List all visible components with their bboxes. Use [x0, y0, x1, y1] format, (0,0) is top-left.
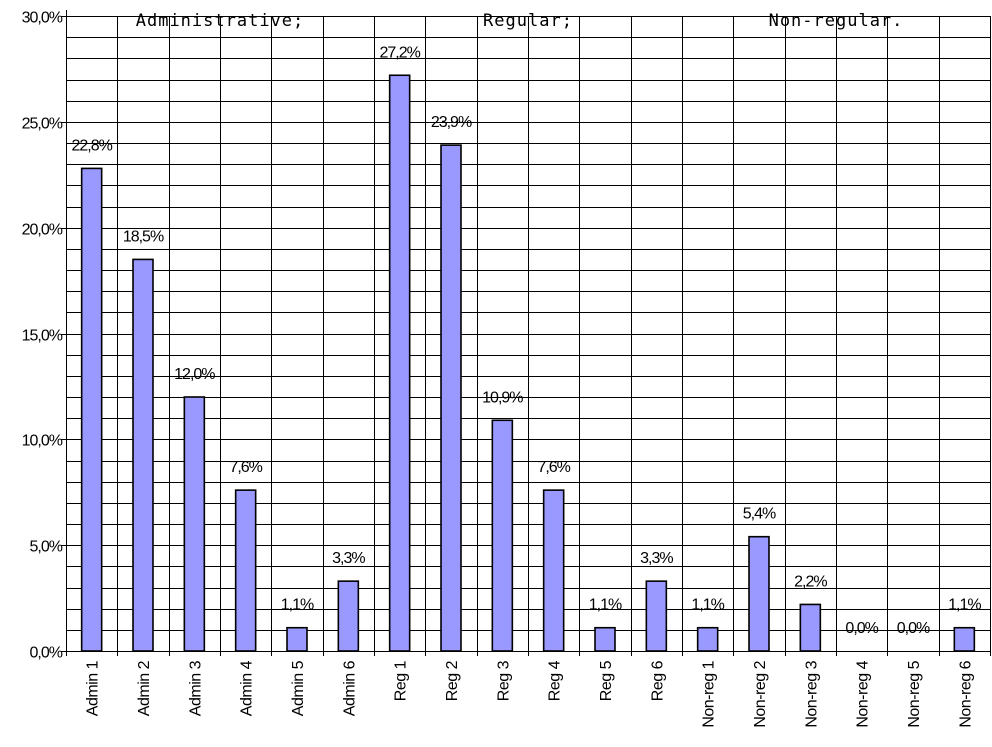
data-label: 2,2% — [794, 573, 827, 590]
x-tick-label: Non-reg 5 — [906, 660, 923, 727]
bar — [440, 144, 462, 652]
group-label: Regular; — [483, 11, 573, 31]
data-label: 3,3% — [332, 550, 365, 567]
bar — [799, 603, 822, 652]
group-label: Non-regular. — [769, 11, 904, 31]
data-label: 0,0% — [845, 620, 878, 637]
y-tick-label: 0,0% — [30, 645, 63, 662]
x-tick-label: Admin 2 — [136, 660, 153, 716]
bars — [80, 74, 976, 652]
data-label: 27,2% — [379, 44, 420, 61]
bar — [748, 535, 770, 652]
x-tick-label: Reg 2 — [444, 660, 461, 701]
x-tick-label: Admin 3 — [187, 660, 204, 716]
axes — [61, 10, 991, 656]
x-tick-label: Reg 5 — [598, 660, 615, 701]
labels: 22,8% 18,5% 12,0% 7,6% 1,1% 3,3% 27,2% 23,9% 10,… — [22, 10, 983, 728]
data-label: 12,0% — [174, 366, 215, 383]
data-label: 18,5% — [123, 228, 164, 245]
x-tick-label: Reg 4 — [547, 660, 564, 701]
bar — [542, 489, 565, 652]
data-label: 1,1% — [691, 597, 724, 614]
bar — [594, 626, 616, 652]
bar — [696, 626, 719, 652]
group-label: Administrative; — [136, 11, 305, 31]
y-tick-label: 10,0% — [22, 433, 63, 450]
x-tick-label: Non-reg 6 — [957, 660, 974, 727]
x-tick-label: Admin 4 — [239, 660, 256, 716]
bar — [183, 396, 206, 652]
data-label: 0,0% — [897, 620, 930, 637]
x-tick-label: Non-reg 1 — [701, 660, 718, 727]
bar — [645, 580, 668, 652]
x-tick-label: Admin 1 — [85, 660, 102, 716]
y-tick-label: 25,0% — [22, 116, 63, 133]
y-tick-label: 20,0% — [22, 222, 63, 239]
x-tick-label: Non-reg 4 — [855, 660, 872, 727]
x-tick-label: Non-reg 2 — [752, 660, 769, 727]
bar — [234, 489, 257, 652]
y-tick-label: 15,0% — [22, 328, 63, 345]
data-label: 1,1% — [589, 597, 622, 614]
x-tick-label: Reg 3 — [495, 660, 512, 701]
grid — [66, 16, 991, 651]
bar — [953, 626, 976, 652]
bar — [80, 167, 103, 652]
data-label: 1,1% — [948, 597, 981, 614]
y-tick-label: 30,0% — [22, 10, 63, 27]
x-tick-label: Non-reg 3 — [803, 660, 820, 727]
data-label: 10,9% — [482, 389, 523, 406]
x-tick-label: Admin 5 — [290, 660, 307, 716]
bar — [132, 258, 154, 652]
data-label: 3,3% — [640, 550, 673, 567]
bar — [388, 74, 411, 652]
data-label: 7,6% — [229, 459, 262, 476]
bar — [337, 580, 360, 652]
bar — [286, 626, 308, 652]
y-tick-label: 5,0% — [30, 539, 63, 556]
bar — [491, 419, 514, 652]
data-label: 1,1% — [281, 597, 314, 614]
data-label: 22,8% — [71, 137, 112, 154]
data-label: 7,6% — [537, 459, 570, 476]
x-tick-label: Reg 1 — [393, 660, 410, 701]
data-label: 23,9% — [431, 114, 472, 131]
data-label: 5,4% — [743, 506, 776, 523]
x-tick-label: Admin 6 — [341, 660, 358, 716]
x-tick-label: Reg 6 — [649, 660, 666, 701]
